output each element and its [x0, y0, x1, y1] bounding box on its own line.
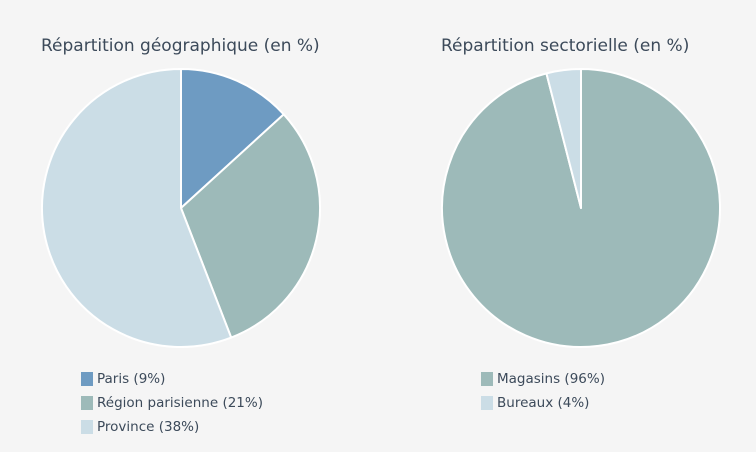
legend-swatch — [481, 372, 493, 386]
geographic-pie-chart: Répartition géographique (en %) Paris (9… — [41, 36, 321, 439]
pie-svg — [441, 68, 721, 348]
legend-label: Paris (9%) — [97, 371, 166, 387]
legend-item: Magasins (96%) — [481, 367, 605, 391]
legend-item: Bureaux (4%) — [481, 391, 605, 415]
legend-label: Région parisienne (21%) — [97, 395, 263, 411]
legend-label: Magasins (96%) — [497, 371, 605, 387]
legend-swatch — [81, 372, 93, 386]
legend-item: Province (38%) — [81, 415, 263, 439]
legend-swatch — [81, 420, 93, 434]
legend-label: Bureaux (4%) — [497, 395, 590, 411]
chart-title: Répartition sectorielle (en %) — [441, 36, 690, 56]
pie-slice — [180, 68, 285, 209]
legend: Magasins (96%) Bureaux (4%) — [481, 367, 605, 415]
pie-slice — [180, 113, 321, 339]
pie-svg — [41, 68, 321, 348]
sector-pie-chart: Répartition sectorielle (en %) Magasins … — [378, 0, 756, 452]
legend-label: Province (38%) — [97, 419, 200, 435]
pie-slice — [545, 68, 582, 209]
legend-swatch — [81, 396, 93, 410]
legend: Paris (9%) Région parisienne (21%) Provinc… — [81, 367, 263, 439]
legend-swatch — [481, 396, 493, 410]
legend-item: Paris (9%) — [81, 367, 263, 391]
legend-item: Région parisienne (21%) — [81, 391, 263, 415]
chart-title: Répartition géographique (en %) — [41, 36, 320, 56]
pie-slice — [41, 68, 233, 348]
